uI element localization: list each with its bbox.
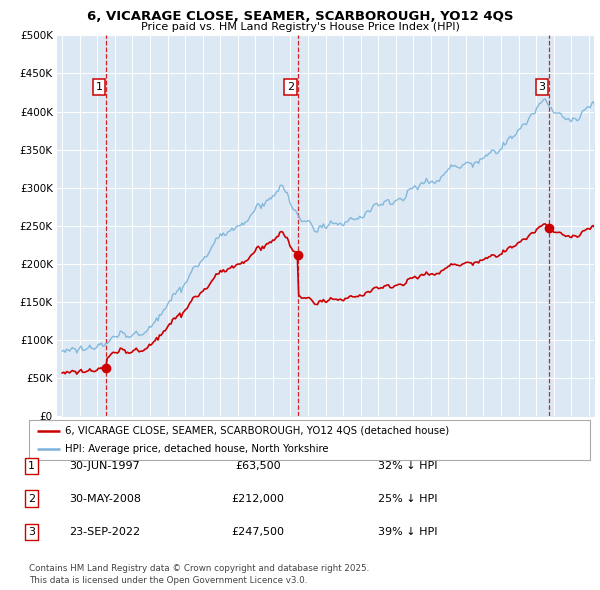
Text: 32% ↓ HPI: 32% ↓ HPI xyxy=(378,461,437,471)
Text: 39% ↓ HPI: 39% ↓ HPI xyxy=(378,527,437,537)
Text: 30-MAY-2008: 30-MAY-2008 xyxy=(69,494,141,503)
Text: 6, VICARAGE CLOSE, SEAMER, SCARBOROUGH, YO12 4QS (detached house): 6, VICARAGE CLOSE, SEAMER, SCARBOROUGH, … xyxy=(65,426,449,436)
Text: 1: 1 xyxy=(95,82,103,92)
Text: 2: 2 xyxy=(28,494,35,503)
Text: 6, VICARAGE CLOSE, SEAMER, SCARBOROUGH, YO12 4QS: 6, VICARAGE CLOSE, SEAMER, SCARBOROUGH, … xyxy=(87,10,513,23)
Text: 30-JUN-1997: 30-JUN-1997 xyxy=(70,461,140,471)
Text: £63,500: £63,500 xyxy=(235,461,281,471)
Text: Contains HM Land Registry data © Crown copyright and database right 2025.
This d: Contains HM Land Registry data © Crown c… xyxy=(29,565,369,585)
Text: 2: 2 xyxy=(287,82,295,92)
Text: £212,000: £212,000 xyxy=(232,494,284,503)
Text: 1: 1 xyxy=(28,461,35,471)
Text: £247,500: £247,500 xyxy=(232,527,284,537)
Text: 25% ↓ HPI: 25% ↓ HPI xyxy=(378,494,437,503)
Text: 3: 3 xyxy=(28,527,35,537)
Text: 3: 3 xyxy=(538,82,545,92)
Text: Price paid vs. HM Land Registry's House Price Index (HPI): Price paid vs. HM Land Registry's House … xyxy=(140,22,460,32)
Text: HPI: Average price, detached house, North Yorkshire: HPI: Average price, detached house, Nort… xyxy=(65,444,329,454)
Text: 23-SEP-2022: 23-SEP-2022 xyxy=(70,527,140,537)
